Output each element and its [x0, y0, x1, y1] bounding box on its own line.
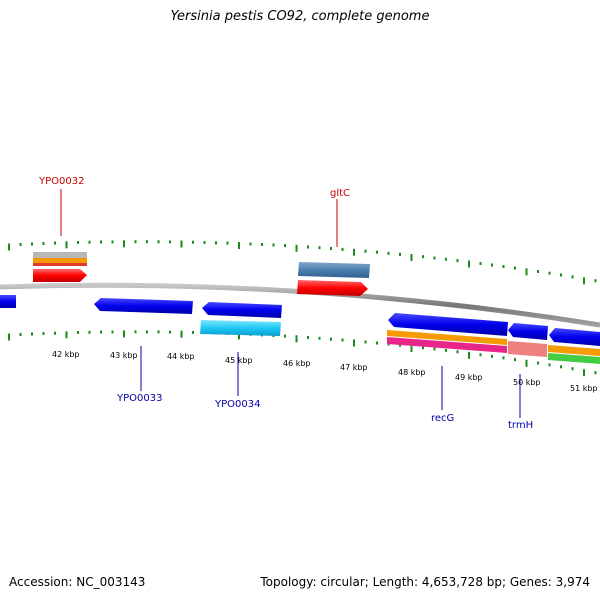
ruler-label: 49 kbp: [455, 373, 483, 382]
gene-label-YPO0032: YPO0032: [38, 176, 84, 187]
gene-label-gltC: gltC: [330, 188, 350, 199]
ruler-label: 44 kbp: [167, 352, 195, 361]
ruler-label: 48 kbp: [398, 368, 426, 377]
track-bar-gray: [33, 252, 87, 258]
gene-gltC: [297, 280, 368, 296]
track-bar-cyan: [200, 320, 281, 336]
gene-right-partial: [549, 328, 600, 346]
upper-tick-ring: [8, 240, 597, 285]
ruler-label: 51 kbp: [570, 384, 598, 393]
ruler-label: 50 kbp: [513, 378, 541, 387]
accession-text: Accession: NC_003143: [9, 575, 146, 589]
ruler-label: 46 kbp: [283, 359, 311, 368]
ruler-labels: 42 kbp 43 kbp 44 kbp 45 kbp 46 kbp 47 kb…: [52, 350, 598, 393]
ruler-label: 45 kbp: [225, 356, 253, 365]
gene-YPO0032: [33, 269, 87, 282]
track-bar-green-right: [548, 353, 600, 364]
gene-YPO0034: [202, 302, 282, 318]
gene-label-YPO0033: YPO0033: [116, 393, 162, 404]
track-bar-pink-recG: [387, 337, 507, 353]
gene-recG: [388, 313, 508, 336]
track-bar-orange-right: [548, 345, 600, 356]
genome-title: Yersinia pestis CO92, complete genome: [170, 9, 430, 24]
track-bar-orange-recG: [387, 330, 507, 345]
feature-tracks: [0, 252, 600, 364]
lower-tick-ring: [8, 330, 597, 377]
label-leaders: [60, 189, 521, 418]
gene-left-partial: [0, 295, 16, 308]
genome-summary-text: Topology: circular; Length: 4,653,728 bp…: [260, 575, 590, 589]
ruler-label: 43 kbp: [110, 351, 138, 360]
track-bar-salmon-trmH: [508, 341, 547, 357]
gene-label-recG: recG: [431, 413, 454, 424]
track-bar-steelblue: [298, 262, 370, 278]
ruler-label: 47 kbp: [340, 363, 368, 372]
track-bar-red-thin: [33, 263, 87, 266]
gene-label-YPO0034: YPO0034: [214, 399, 260, 410]
gene-YPO0033: [94, 298, 193, 314]
gene-label-trmH: trmH: [508, 420, 533, 431]
track-bar-orange: [33, 258, 87, 263]
gene-trmH: [508, 323, 548, 340]
ruler-label: 42 kbp: [52, 350, 80, 359]
